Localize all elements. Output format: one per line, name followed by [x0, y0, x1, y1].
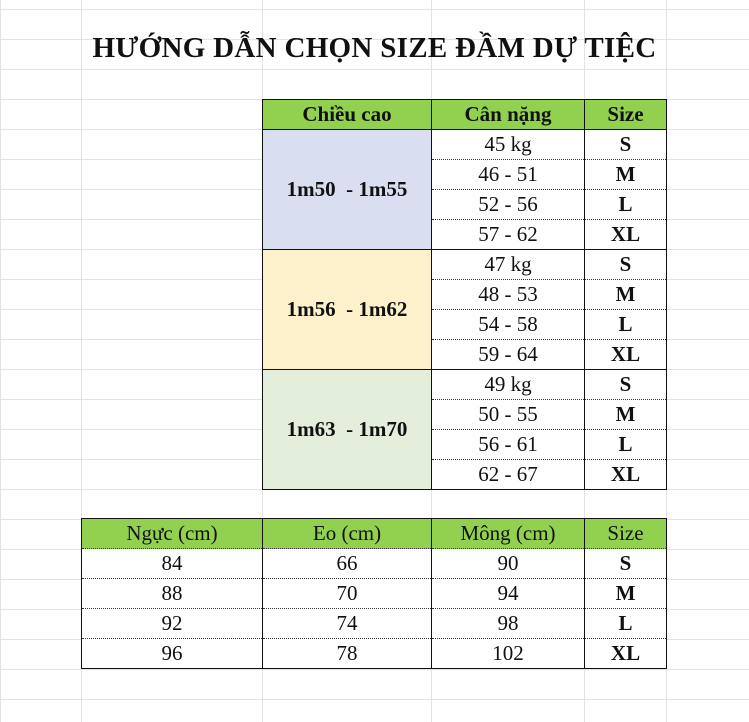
- size-cell: L: [584, 429, 667, 460]
- hip-cell: 90: [431, 548, 585, 579]
- chest-cell: 92: [81, 608, 263, 639]
- weight-cell: 48 - 53: [431, 279, 585, 310]
- table-row: 1m63 - 1m70 49 kg S: [262, 369, 667, 490]
- table-row: 1m50 - 1m55 45 kg S: [262, 129, 667, 250]
- weight-cell: 45 kg: [431, 129, 585, 160]
- table-row: 54 - 58 L: [263, 309, 667, 340]
- header-size: Size: [584, 518, 667, 549]
- waist-cell: 78: [262, 638, 432, 669]
- hip-cell: 98: [431, 608, 585, 639]
- table-row: 57 - 62 XL: [263, 219, 667, 250]
- page-title: HƯỚNG DẪN CHỌN SIZE ĐẦM DỰ TIỆC: [92, 32, 657, 64]
- chest-cell: 96: [81, 638, 263, 669]
- size-cell: L: [584, 189, 667, 220]
- chest-cell: 84: [81, 548, 263, 579]
- height-range-cell: 1m56 - 1m62: [262, 249, 432, 370]
- size-cell: L: [584, 608, 667, 639]
- size-cell: XL: [584, 638, 667, 669]
- weight-cell: 62 - 67: [431, 459, 585, 490]
- size-cell: M: [584, 578, 667, 609]
- table-row: 1m56 - 1m62 47 kg S: [262, 249, 667, 370]
- table-row: 52 - 56 L: [263, 189, 667, 220]
- size-cell: M: [584, 399, 667, 430]
- table-row: 59 - 64 XL: [263, 339, 667, 370]
- hip-cell: 94: [431, 578, 585, 609]
- weight-cell: 59 - 64: [431, 339, 585, 370]
- size-cell: S: [584, 249, 667, 280]
- table-row: 50 - 55 M: [263, 399, 667, 430]
- waist-cell: 66: [262, 548, 432, 579]
- header-height: Chiều cao: [262, 99, 432, 130]
- table-row: 96 78 102 XL: [81, 638, 667, 669]
- size-cell: M: [584, 159, 667, 190]
- table-row: 46 - 51 M: [263, 159, 667, 190]
- header-weight: Cân nặng: [431, 99, 585, 130]
- weight-cell: 56 - 61: [431, 429, 585, 460]
- table-row: 62 - 67 XL: [263, 459, 667, 490]
- table-row: 88 70 94 M: [81, 578, 667, 609]
- size-cell: S: [584, 129, 667, 160]
- weight-cell: 57 - 62: [431, 219, 585, 250]
- chest-cell: 88: [81, 578, 263, 609]
- weight-cell: 52 - 56: [431, 189, 585, 220]
- weight-cell: 46 - 51: [431, 159, 585, 190]
- header-size: Size: [584, 99, 667, 130]
- height-range-cell: 1m63 - 1m70: [262, 369, 432, 490]
- header-chest: Ngực (cm): [81, 518, 263, 549]
- size-cell: L: [584, 309, 667, 340]
- weight-cell: 47 kg: [431, 249, 585, 280]
- size-cell: XL: [584, 219, 667, 250]
- size-cell: XL: [584, 339, 667, 370]
- header-waist: Eo (cm): [262, 518, 432, 549]
- weight-cell: 49 kg: [431, 369, 585, 400]
- height-range-cell: 1m50 - 1m55: [262, 129, 432, 250]
- grid-line: [81, 0, 82, 722]
- height-weight-table: Chiều cao Cân nặng Size 1m50 - 1m55 45 kg…: [262, 99, 667, 490]
- measurement-table: Ngực (cm) Eo (cm) Mông (cm) Size 84 66 90 S…: [81, 518, 667, 669]
- weight-cell: 54 - 58: [431, 309, 585, 340]
- table-row: 92 74 98 L: [81, 608, 667, 639]
- hip-cell: 102: [431, 638, 585, 669]
- size-cell: S: [584, 369, 667, 400]
- size-cell: S: [584, 548, 667, 579]
- header-hip: Mông (cm): [431, 518, 585, 549]
- weight-cell: 50 - 55: [431, 399, 585, 430]
- table-row: 48 - 53 M: [263, 279, 667, 310]
- waist-cell: 74: [262, 608, 432, 639]
- size-cell: M: [584, 279, 667, 310]
- table-row: 56 - 61 L: [263, 429, 667, 460]
- waist-cell: 70: [262, 578, 432, 609]
- table-row: 84 66 90 S: [81, 548, 667, 579]
- size-cell: XL: [584, 459, 667, 490]
